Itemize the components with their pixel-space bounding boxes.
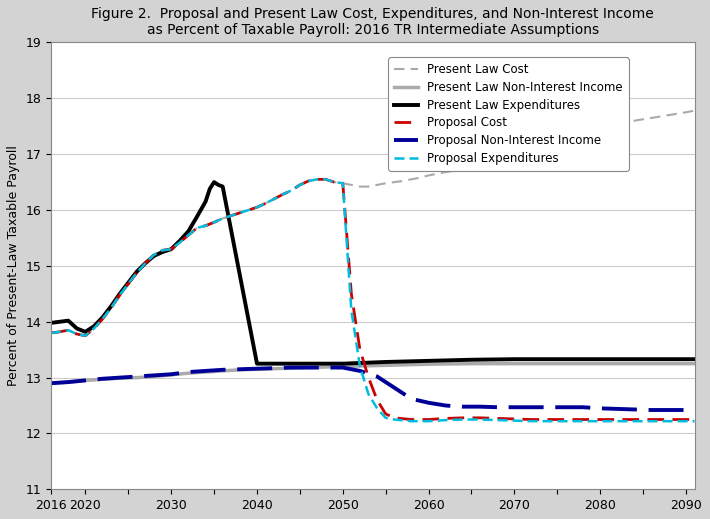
Legend: Present Law Cost, Present Law Non-Interest Income, Present Law Expenditures, Pro: Present Law Cost, Present Law Non-Intere… [388,57,629,171]
Y-axis label: Percent of Present-Law Taxable Payroll: Percent of Present-Law Taxable Payroll [7,145,20,386]
Title: Figure 2.  Proposal and Present Law Cost, Expenditures, and Non-Interest Income
: Figure 2. Proposal and Present Law Cost,… [92,7,654,37]
